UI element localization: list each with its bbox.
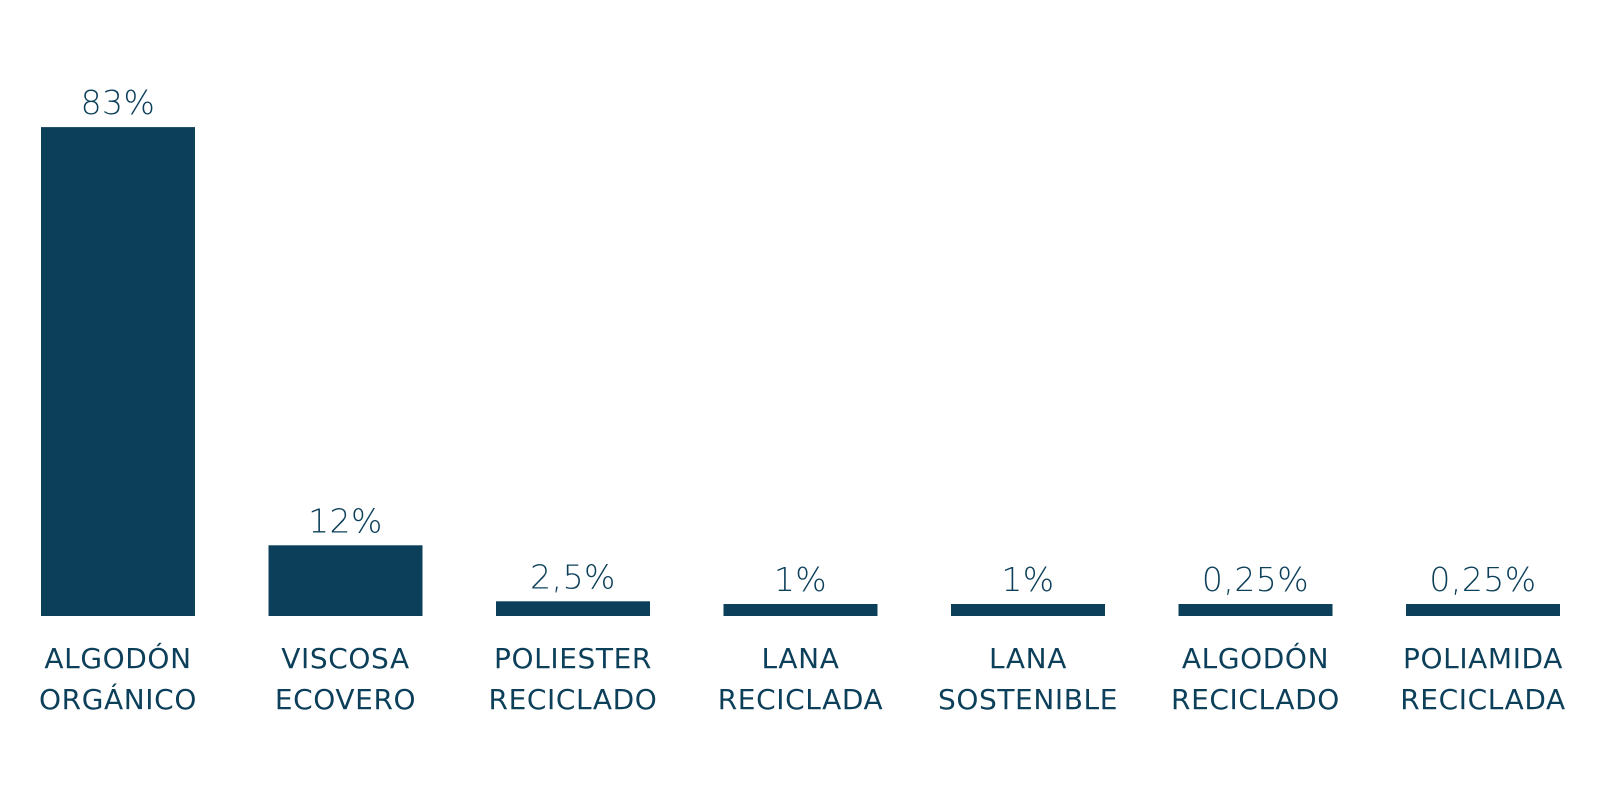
data-label: 1% <box>1001 560 1054 599</box>
data-label: 12% <box>308 501 383 540</box>
category-tick-label: ALGODÓN <box>44 641 191 675</box>
category-tick-label: ORGÁNICO <box>39 682 197 716</box>
bar <box>1406 604 1560 616</box>
category-tick-label: ECOVERO <box>275 683 416 716</box>
category-tick-label: RECICLADO <box>1171 683 1340 716</box>
category-tick-label: LANA <box>762 642 840 675</box>
category-tick-label: ALGODÓN <box>1182 641 1329 675</box>
category-tick-label: RECICLADA <box>1400 683 1566 716</box>
category-tick-label: POLIAMIDA <box>1403 642 1563 675</box>
bar <box>496 601 650 616</box>
data-label: 83% <box>81 83 156 122</box>
data-label: 2,5% <box>530 557 616 596</box>
data-label: 1% <box>774 560 827 599</box>
category-tick-label: SOSTENIBLE <box>938 683 1118 716</box>
category-tick-label: POLIESTER <box>494 642 652 675</box>
category-tick-label: RECICLADO <box>489 683 658 716</box>
data-label: 0,25% <box>1429 560 1536 599</box>
category-tick-label: RECICLADA <box>718 683 884 716</box>
category-tick-label: VISCOSA <box>281 642 409 675</box>
bar <box>1178 604 1333 616</box>
category-tick-label: LANA <box>989 642 1067 675</box>
bar <box>723 604 878 616</box>
bar <box>41 127 195 616</box>
value-labels-layer: 83% 12% 2,5% 1% 1% 0,25% 0,25% <box>81 83 1537 599</box>
bar <box>268 545 423 616</box>
bar <box>951 604 1105 616</box>
data-label: 0,25% <box>1202 560 1309 599</box>
bars-layer <box>41 127 1560 616</box>
category-labels-layer: ALGODÓN ORGÁNICO VISCOSA ECOVERO POLIESTER RE… <box>39 641 1566 716</box>
